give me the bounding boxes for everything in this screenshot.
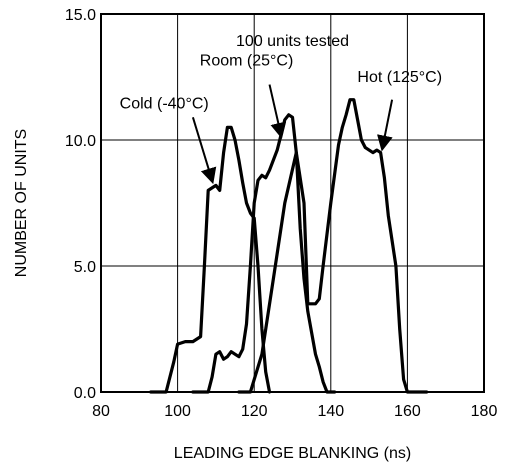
series-label-layer: Cold (-40°C) Room (25°C) Hot (125°C) [120, 53, 442, 185]
series-arrow-room [268, 84, 287, 139]
x-tick-label: 140 [317, 403, 344, 420]
y-tick-label: 0.0 [74, 385, 96, 402]
x-tick-label: 160 [394, 403, 421, 420]
y-tick-label: 10.0 [65, 133, 96, 150]
series-line-hot [237, 98, 429, 394]
units-tested-note: 100 units tested [236, 33, 349, 50]
y-axis-label: NUMBER OF UNITS [13, 129, 30, 277]
x-tick-label: 120 [241, 403, 268, 420]
series-label-hot: Hot (125°C) [357, 69, 442, 86]
series-label-cold: Cold (-40°C) [120, 96, 209, 113]
x-tick-label: 100 [164, 403, 191, 420]
series-line-cold [149, 125, 272, 394]
plot-frame [100, 13, 485, 393]
series-arrow-hot [377, 99, 394, 152]
x-tick-label: 80 [92, 403, 110, 420]
tick-layer: 80 100 120 140 160 180 0.0 5.0 10.0 15.0 [65, 7, 498, 420]
series-arrow-cold [191, 117, 217, 185]
y-tick-label: 5.0 [74, 259, 96, 276]
y-tick-label: 15.0 [65, 7, 96, 24]
x-axis-label: LEADING EDGE BLANKING (ns) [174, 445, 411, 462]
series-layer [149, 98, 429, 394]
x-tick-label: 180 [471, 403, 498, 420]
series-label-room: Room (25°C) [200, 53, 294, 70]
series-line-room [191, 113, 337, 394]
